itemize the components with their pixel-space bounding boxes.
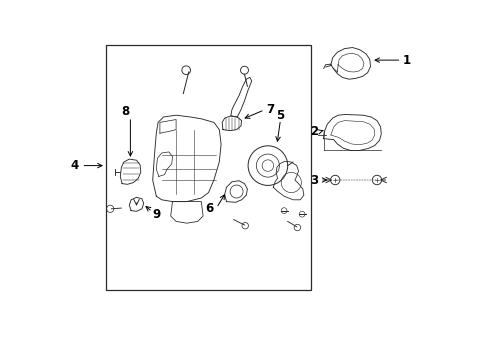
Text: 2: 2 bbox=[310, 125, 318, 138]
Text: 8: 8 bbox=[122, 105, 129, 118]
Text: 1: 1 bbox=[402, 54, 410, 67]
Text: 6: 6 bbox=[205, 202, 213, 215]
Text: 7: 7 bbox=[265, 103, 274, 116]
Text: 3: 3 bbox=[310, 174, 318, 186]
Text: 9: 9 bbox=[152, 208, 161, 221]
Text: 5: 5 bbox=[276, 109, 284, 122]
Text: 4: 4 bbox=[70, 159, 79, 172]
Bar bbox=[106, 45, 310, 290]
